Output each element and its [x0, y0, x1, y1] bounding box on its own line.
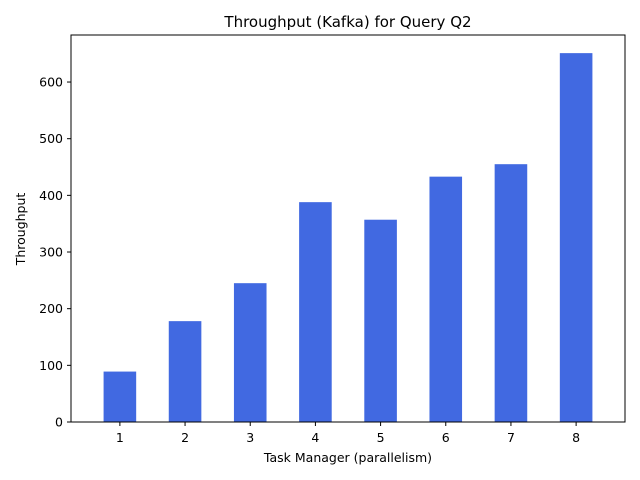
x-axis-label: Task Manager (parallelism): [263, 450, 432, 465]
x-tick-label-6: 6: [442, 430, 450, 445]
x-tick-label-3: 3: [246, 430, 254, 445]
bar-2: [168, 321, 202, 422]
y-axis-label: Throughput: [13, 193, 28, 267]
x-tick-label-5: 5: [377, 430, 385, 445]
y-tick-label-300: 300: [39, 245, 63, 260]
y-tick-label-600: 600: [39, 75, 63, 90]
x-tick-label-7: 7: [507, 430, 515, 445]
x-axis: 1 2 3 4 5 6 7 8: [116, 422, 580, 445]
x-tick-label-1: 1: [116, 430, 124, 445]
bar-3: [233, 283, 267, 422]
y-axis: 0 100 200 300 400 500 600: [39, 75, 71, 430]
bars: [103, 53, 593, 422]
bar-7: [494, 164, 528, 422]
bar-5: [364, 219, 397, 422]
axes-frame: [70, 34, 626, 423]
bar-4: [299, 202, 332, 422]
y-tick-label-0: 0: [55, 415, 63, 430]
y-tick-label-200: 200: [39, 301, 63, 316]
x-tick-label-4: 4: [311, 430, 319, 445]
y-tick-label-400: 400: [39, 188, 63, 203]
x-tick-label-8: 8: [572, 430, 580, 445]
bar-6: [429, 176, 463, 422]
chart-title: Throughput (Kafka) for Query Q2: [223, 13, 471, 31]
y-tick-label-100: 100: [39, 358, 63, 373]
y-tick-label-500: 500: [39, 131, 63, 146]
x-tick-label-2: 2: [181, 430, 189, 445]
bar-8: [559, 53, 593, 422]
bar-1: [103, 371, 137, 422]
